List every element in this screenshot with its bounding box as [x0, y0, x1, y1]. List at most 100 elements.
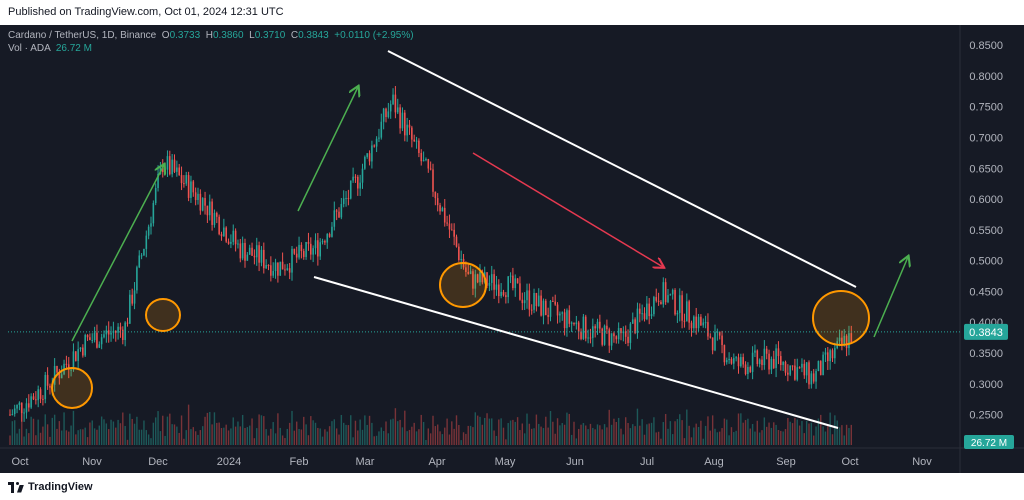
volume-bar: [646, 424, 648, 445]
volume-bar: [448, 434, 451, 445]
volume-bar: [408, 429, 411, 445]
candle-body: [253, 255, 256, 258]
volume-bar: [641, 419, 643, 445]
volume-bar: [14, 420, 16, 445]
candle-body: [30, 396, 32, 408]
volume-label[interactable]: Vol · ADA: [8, 43, 51, 54]
volume-bar: [30, 416, 32, 445]
volume-bar: [516, 417, 519, 445]
volume-bar: [223, 427, 225, 445]
volume-bar: [617, 417, 620, 445]
candle-body: [770, 358, 773, 370]
volume-bar: [333, 419, 335, 445]
volume-bar: [552, 421, 554, 445]
volume-bar: [561, 423, 563, 445]
volume-bar: [667, 428, 669, 445]
volume-bar: [18, 428, 21, 445]
volume-bar: [636, 408, 639, 445]
candle-body: [20, 402, 23, 414]
volume-bar: [787, 418, 789, 445]
candle-body: [561, 312, 564, 314]
candle-body: [53, 366, 56, 385]
candle-body: [805, 362, 808, 376]
candle-body: [789, 365, 791, 375]
volume-bar: [117, 419, 119, 445]
candle-body: [286, 268, 289, 271]
lower-trendline: [313, 276, 839, 429]
candle-body: [796, 367, 799, 380]
volume-bar: [585, 425, 587, 445]
candle-body: [65, 363, 68, 365]
volume-bar: [719, 431, 721, 445]
volume-bar: [721, 428, 723, 445]
volume-bar: [300, 429, 303, 445]
volume-bar: [686, 409, 688, 445]
x-tick-label-6: Apr: [428, 456, 445, 468]
symbol-label[interactable]: Cardano / TetherUS, 1D, Binance: [8, 30, 157, 41]
candle-body: [425, 159, 427, 161]
volume-bar: [418, 429, 420, 445]
candle-body: [197, 193, 199, 201]
y-tick-label-12: 0.2500: [969, 410, 1003, 422]
candle-body: [763, 348, 766, 366]
candle-body: [476, 274, 479, 283]
candle-body: [810, 373, 813, 385]
chart-area[interactable]: 0.8500 0.8000 0.7500 0.7000 0.6500 0.6000 0.55…: [0, 25, 1024, 473]
upper-trendline: [387, 50, 857, 288]
candle-body: [791, 365, 794, 367]
candle-body: [688, 301, 690, 323]
volume-bar: [387, 433, 390, 445]
candle-body: [646, 303, 648, 320]
candle-body: [631, 319, 634, 324]
volume-bar: [831, 434, 834, 445]
candle-body: [439, 205, 441, 212]
candle-body: [373, 145, 376, 147]
candle-body: [502, 291, 505, 296]
candle-body: [754, 350, 756, 353]
volume-bar: [688, 425, 690, 445]
volume-bar: [263, 416, 265, 445]
volume-bar: [796, 419, 798, 445]
candlestick-chart[interactable]: 0.8500 0.8000 0.7500 0.7000 0.6500 0.6000 0.55…: [0, 25, 1024, 473]
volume-bar: [566, 412, 568, 445]
volume-bar: [366, 424, 368, 445]
volume-bar: [211, 424, 213, 445]
candle-body: [700, 316, 702, 326]
volume-bar: [296, 421, 298, 445]
volume-bar: [486, 413, 488, 445]
volume-bar: [98, 425, 100, 445]
volume-bar: [63, 412, 65, 445]
candle-body: [422, 160, 425, 162]
candle-body: [775, 348, 777, 368]
volume-bar: [794, 417, 796, 445]
volume-bar: [439, 431, 441, 445]
candle-body: [747, 367, 749, 375]
candle-body: [98, 344, 101, 348]
volume-bar: [39, 432, 42, 445]
candle-body: [528, 290, 531, 310]
volume-bar: [204, 416, 206, 445]
volume-bar: [650, 422, 653, 445]
volume-bar: [653, 417, 655, 445]
candle-body: [272, 271, 274, 276]
green-arrow-1: [297, 87, 358, 212]
candle-body: [526, 290, 528, 301]
candle-body: [270, 265, 272, 276]
volume-bar: [199, 430, 202, 445]
candle-body: [512, 275, 514, 289]
candle-body: [667, 295, 669, 303]
candle-body: [411, 127, 413, 140]
volume-bar: [773, 422, 775, 445]
volume-bar: [65, 430, 68, 445]
volume-bar: [202, 426, 204, 445]
volume-bar: [610, 424, 613, 445]
volume-bar: [474, 412, 476, 445]
volume-bar: [317, 427, 319, 445]
candle-body: [453, 229, 455, 237]
candle-body: [516, 278, 519, 284]
candle-body: [756, 350, 759, 364]
candle-body: [361, 168, 364, 183]
volume-bar: [730, 427, 733, 445]
tradingview-logo[interactable]: TradingView: [8, 481, 93, 493]
candle-body: [467, 271, 470, 274]
